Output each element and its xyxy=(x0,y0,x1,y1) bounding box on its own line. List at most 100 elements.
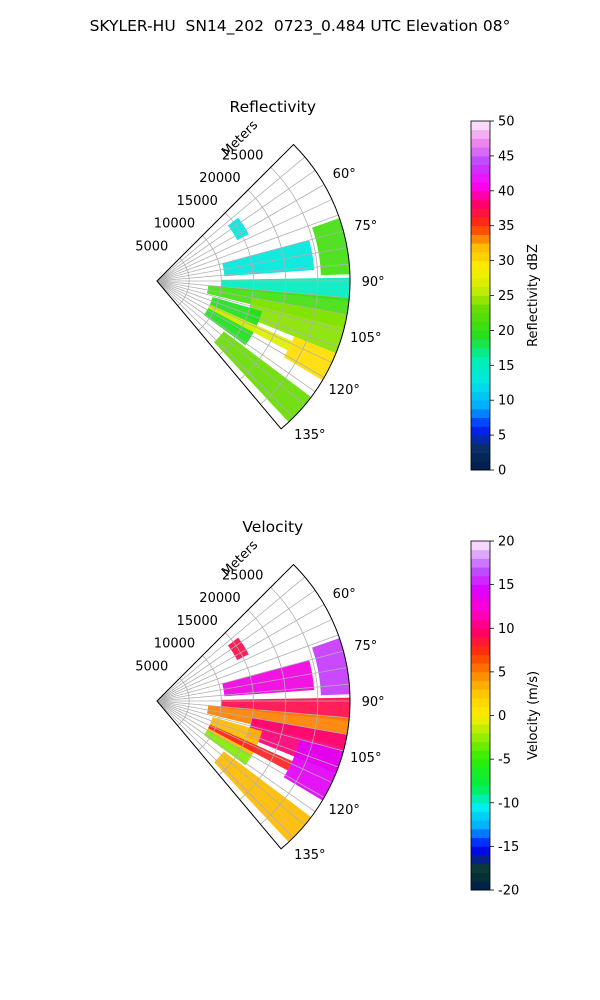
echo-region-10 xyxy=(214,751,312,843)
echo-region-8 xyxy=(208,724,293,771)
colorbar-tick-label: -20 xyxy=(498,884,519,899)
figure-title: SKYLER-HU SN14_202 0723_0.484 UTC Elevat… xyxy=(89,17,511,35)
colorbar-tick-label: 25 xyxy=(498,289,515,304)
radial-grid-line xyxy=(156,589,316,702)
echo-region-2 xyxy=(312,218,350,276)
radial-grid-line xyxy=(156,214,339,282)
colorbar-band xyxy=(471,408,490,419)
range-ring-25000 xyxy=(260,166,319,405)
colorbar-band xyxy=(471,785,490,795)
colorbar-band xyxy=(471,706,490,716)
colorbar-band xyxy=(471,243,490,253)
colorbar-band xyxy=(471,619,490,629)
radial-grid-line xyxy=(156,280,325,378)
colorbar-band xyxy=(471,330,490,340)
colorbar-tick-label: 40 xyxy=(498,184,515,199)
colorbar-band xyxy=(471,426,490,436)
colorbar-band xyxy=(471,461,490,471)
colorbar-band xyxy=(471,541,490,551)
colorbar-band xyxy=(471,837,490,847)
colorbar-band xyxy=(471,610,490,620)
azimuth-tick-label: 105° xyxy=(350,331,381,346)
colorbar-band xyxy=(471,304,490,314)
colorbar-band xyxy=(471,155,490,166)
radial-grid-line xyxy=(156,634,339,702)
colorbar-band xyxy=(471,286,490,296)
radial-grid-line xyxy=(156,700,306,826)
echo-region-9 xyxy=(203,729,252,766)
colorbar-band xyxy=(471,698,490,708)
velocity-title: Velocity xyxy=(242,518,303,536)
colorbar-band xyxy=(471,671,490,681)
azimuth-tick-label: 60° xyxy=(333,587,356,602)
colorbar-band xyxy=(471,347,490,357)
azimuth-tick-label: 90° xyxy=(362,275,385,290)
colorbar-band xyxy=(471,278,490,288)
colorbar-band xyxy=(471,759,490,769)
colorbar-tick-label: 5 xyxy=(498,429,506,444)
colorbar-band xyxy=(471,802,490,812)
azimuth-tick-label: 60° xyxy=(333,167,356,182)
colorbar-tick-label: 10 xyxy=(498,394,515,409)
velocity-panel: 5000 10000 15000 20000 25000 60° 75° 90° 105° 120… xyxy=(135,518,541,899)
colorbar-label: Reflectivity dBZ xyxy=(526,244,541,347)
echo-region-9 xyxy=(203,309,252,346)
range-tick-label: 15000 xyxy=(177,194,218,209)
radial-grid-line xyxy=(156,683,350,702)
colorbar-band xyxy=(471,417,490,427)
radial-grid-line xyxy=(156,156,306,282)
colorbar-band xyxy=(471,549,490,559)
colorbar-band xyxy=(471,190,490,200)
colorbar-band xyxy=(471,811,490,821)
velocity-sector-frame xyxy=(156,563,351,850)
range-tick-label: 20000 xyxy=(199,171,240,186)
colorbar-band xyxy=(471,584,490,594)
radial-grid-line xyxy=(156,263,350,282)
radial-grid-line xyxy=(156,280,348,315)
colorbar-label: Velocity (m/s) xyxy=(526,671,541,760)
radial-grid-line xyxy=(156,169,316,282)
radial-grid-line xyxy=(156,700,316,813)
colorbar-band xyxy=(471,312,490,323)
colorbar-band xyxy=(471,636,490,647)
colorbar-band xyxy=(471,391,490,401)
colorbar-tick-label: 35 xyxy=(498,219,515,234)
reflectivity-axis-labels: 5000 10000 15000 20000 25000 60° 75° 90° 105° 120… xyxy=(135,118,384,443)
colorbar-band xyxy=(471,776,490,786)
colorbar-band xyxy=(471,452,490,462)
colorbar-tick-label: 30 xyxy=(498,254,515,269)
colorbar-band xyxy=(471,182,490,192)
colorbar-band xyxy=(471,645,490,655)
echo-region-2 xyxy=(312,638,350,696)
colorbar-tick-label: 0 xyxy=(498,464,506,479)
azimuth-tick-label: 75° xyxy=(354,219,377,234)
colorbar-tick-label: 20 xyxy=(498,324,515,339)
colorbar-band xyxy=(471,767,490,777)
radial-grid-line xyxy=(156,700,344,752)
range-tick-label: 10000 xyxy=(154,217,195,232)
radial-grid-line xyxy=(156,280,316,393)
colorbar-band xyxy=(471,828,490,839)
colorbar-band xyxy=(471,138,490,148)
colorbar-tick-label: 0 xyxy=(498,709,506,724)
radial-grid-line xyxy=(156,280,306,406)
colorbar-band xyxy=(471,602,490,612)
colorbar-band xyxy=(471,382,490,392)
range-tick-label: 5000 xyxy=(135,239,168,254)
colorbar-band xyxy=(471,741,490,751)
colorbar-tick-label: 15 xyxy=(498,359,515,374)
colorbar-band xyxy=(471,251,490,261)
colorbar-tick-label: 15 xyxy=(498,578,515,593)
colorbar-band xyxy=(471,881,490,891)
colorbar-tick-label: 10 xyxy=(498,622,515,637)
range-tick-label: 25000 xyxy=(222,568,263,583)
reflectivity-title: Reflectivity xyxy=(230,98,317,116)
radial-grid-line xyxy=(156,650,344,702)
colorbar-band xyxy=(471,269,490,279)
azimuth-tick-label: 120° xyxy=(329,383,360,398)
azimuth-tick-label: 90° xyxy=(362,695,385,710)
colorbar-band xyxy=(471,356,490,366)
radial-grid-line xyxy=(156,700,339,768)
range-tick-label: 15000 xyxy=(177,614,218,629)
radial-grid-line xyxy=(156,700,350,719)
